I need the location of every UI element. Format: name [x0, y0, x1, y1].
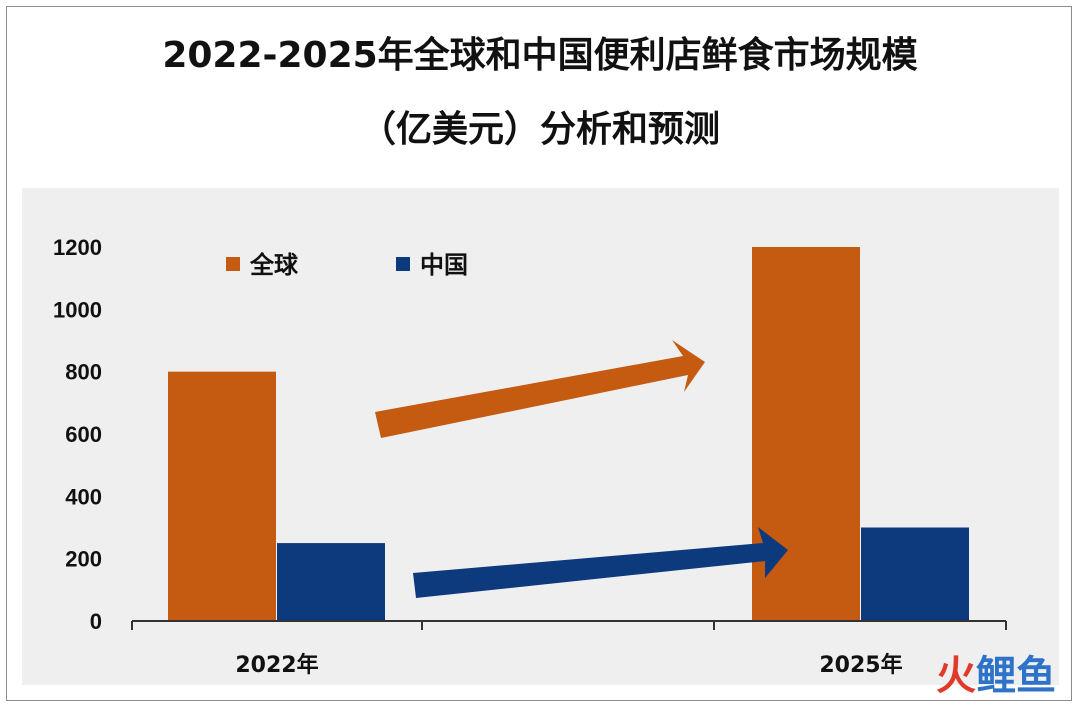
y-tick-label: 600	[65, 422, 102, 447]
y-tick-label: 0	[90, 609, 102, 634]
y-tick-label: 400	[65, 484, 102, 509]
y-tick-label: 800	[65, 360, 102, 385]
legend-label: 全球	[249, 251, 299, 279]
legend-swatch	[226, 257, 240, 271]
bar-china	[277, 543, 385, 621]
growth-arrow-china	[413, 527, 788, 598]
y-tick-label: 1000	[53, 297, 102, 322]
y-tick-label: 200	[65, 547, 102, 572]
chart-title-line2: （亿美元）分析和预测	[359, 109, 720, 150]
legend-swatch	[396, 257, 410, 271]
chart-title-line1: 2022-2025年全球和中国便利店鲜食市场规模	[162, 35, 918, 76]
x-tick-label: 2025年	[819, 652, 902, 678]
fire-icon: 火	[936, 653, 976, 699]
legend-label: 中国	[420, 251, 468, 279]
y-tick-label: 1200	[53, 235, 102, 260]
x-tick-label: 2022年	[235, 652, 318, 678]
watermark: 火 鲤鱼	[936, 643, 1056, 701]
bar-global	[168, 371, 276, 621]
watermark-text: 鲤鱼	[976, 653, 1056, 699]
bar-china	[861, 527, 969, 621]
growth-arrow-global	[375, 340, 705, 438]
